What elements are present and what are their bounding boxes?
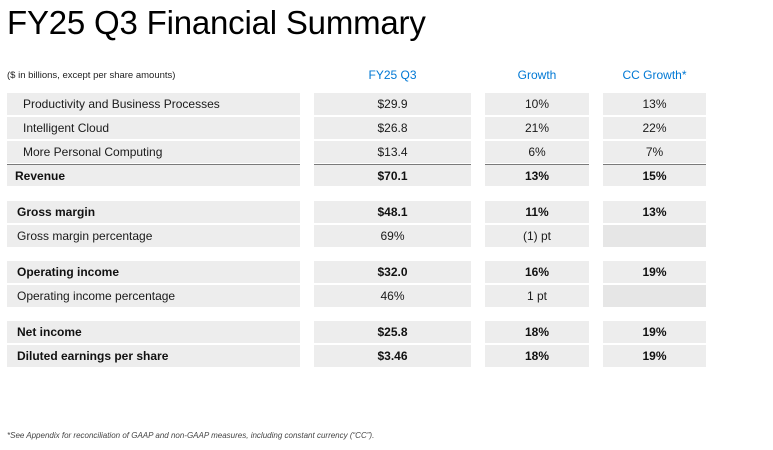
growth-value: (1) pt (485, 225, 589, 247)
row-label: Intelligent Cloud (7, 117, 300, 139)
table-row-gross-margin: Gross margin $48.1 11% 13% (0, 201, 773, 223)
growth-value: 16% (485, 261, 589, 283)
cc-growth-value: 15% (603, 164, 706, 186)
cc-growth-value (603, 285, 706, 307)
fy25-q3-value: $29.9 (314, 93, 471, 115)
table-row-diluted-eps: Diluted earnings per share $3.46 18% 19% (0, 345, 773, 367)
table-row-more-personal-computing: More Personal Computing $13.4 6% 7% (0, 141, 773, 163)
row-label: Gross margin percentage (7, 225, 300, 247)
fy25-q3-value: $3.46 (314, 345, 471, 367)
growth-value: 21% (485, 117, 589, 139)
column-header-cc-growth: CC Growth* (622, 68, 687, 82)
fy25-q3-value: $48.1 (314, 201, 471, 223)
footnote: *See Appendix for reconciliation of GAAP… (7, 431, 375, 440)
row-label: Revenue (7, 164, 300, 186)
fy25-q3-value: $26.8 (314, 117, 471, 139)
row-label: Gross margin (7, 201, 300, 223)
table-row-operating-income-percentage: Operating income percentage 46% 1 pt (0, 285, 773, 307)
growth-value: 10% (485, 93, 589, 115)
fy25-q3-value: $70.1 (314, 164, 471, 186)
fy25-q3-value: 69% (314, 225, 471, 247)
cc-growth-value: 19% (603, 321, 706, 343)
row-label: Net income (7, 321, 300, 343)
row-label: Operating income (7, 261, 300, 283)
column-header-growth: Growth (517, 68, 557, 82)
growth-value: 1 pt (485, 285, 589, 307)
row-label: Diluted earnings per share (7, 345, 300, 367)
cc-growth-value: 13% (603, 201, 706, 223)
cc-growth-value: 13% (603, 93, 706, 115)
page-title: FY25 Q3 Financial Summary (7, 4, 426, 41)
table-row-net-income: Net income $25.8 18% 19% (0, 321, 773, 343)
fy25-q3-value: 46% (314, 285, 471, 307)
table-row-productivity: Productivity and Business Processes $29.… (0, 93, 773, 115)
growth-value: 6% (485, 141, 589, 163)
table-row-operating-income: Operating income $32.0 16% 19% (0, 261, 773, 283)
table-row-intelligent-cloud: Intelligent Cloud $26.8 21% 22% (0, 117, 773, 139)
table-row-gross-margin-percentage: Gross margin percentage 69% (1) pt (0, 225, 773, 247)
growth-value: 11% (485, 201, 589, 223)
growth-value: 13% (485, 164, 589, 186)
column-header-fy25-q3: FY25 Q3 (368, 68, 417, 82)
cc-growth-value: 7% (603, 141, 706, 163)
growth-value: 18% (485, 321, 589, 343)
fy25-q3-value: $13.4 (314, 141, 471, 163)
fy25-q3-value: $32.0 (314, 261, 471, 283)
row-label: Productivity and Business Processes (7, 93, 300, 115)
fy25-q3-value: $25.8 (314, 321, 471, 343)
cc-growth-value: 19% (603, 345, 706, 367)
cc-growth-value (603, 225, 706, 247)
cc-growth-value: 19% (603, 261, 706, 283)
units-note: ($ in billions, except per share amounts… (7, 70, 176, 81)
cc-growth-value: 22% (603, 117, 706, 139)
growth-value: 18% (485, 345, 589, 367)
row-label: More Personal Computing (7, 141, 300, 163)
table-row-revenue: Revenue $70.1 13% 15% (0, 164, 773, 186)
row-label: Operating income percentage (7, 285, 300, 307)
